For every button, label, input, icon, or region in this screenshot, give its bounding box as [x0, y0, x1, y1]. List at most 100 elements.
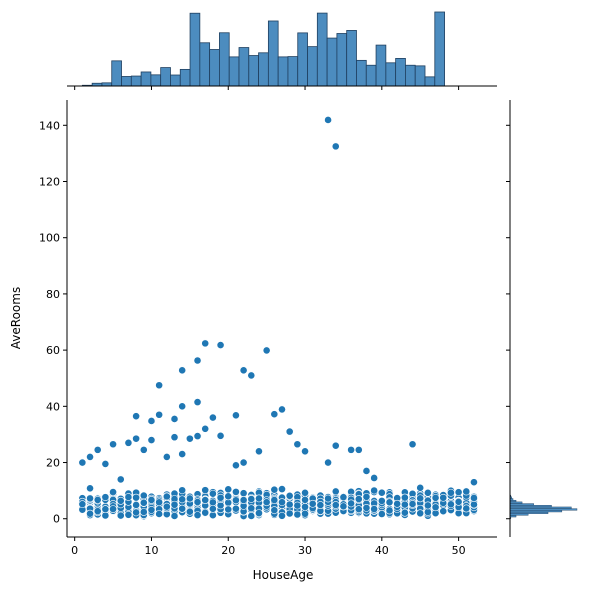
top-hist-bar: [258, 52, 269, 87]
scatter-point: [162, 502, 171, 511]
right-hist-bar: [509, 508, 578, 511]
scatter-point: [116, 511, 125, 520]
top-hist-bar: [267, 20, 279, 87]
main-scatter-panel: [78, 116, 478, 521]
scatter-point: [462, 504, 471, 513]
scatter-point: [278, 405, 286, 414]
scatter-point: [255, 509, 263, 518]
scatter-point: [447, 500, 455, 509]
scatter-point: [255, 494, 263, 503]
scatter-point: [116, 475, 125, 484]
top-hist-bar: [336, 33, 348, 87]
scatter-point: [377, 488, 386, 497]
scatter-point: [301, 488, 309, 497]
top-hist-bar: [405, 64, 416, 87]
scatter-point: [393, 499, 402, 508]
scatter-point: [247, 504, 256, 513]
y-tick-label: 20: [46, 457, 60, 470]
scatter-point: [162, 453, 171, 461]
scatter-point: [408, 440, 417, 449]
scatter-point: [293, 440, 302, 449]
scatter-point: [285, 427, 294, 436]
scatter-point: [262, 346, 271, 355]
scatter-point: [285, 500, 294, 509]
scatter-point: [101, 460, 110, 468]
scatter-point: [447, 488, 455, 497]
scatter-point: [193, 432, 202, 441]
scatter-point: [247, 512, 256, 520]
scatter-point: [178, 450, 187, 458]
scatter-point: [124, 493, 133, 501]
scatter-point: [301, 509, 309, 518]
scatter-point: [193, 498, 202, 506]
scatter-point: [93, 507, 102, 516]
scatter-point: [193, 356, 202, 365]
scatter-point: [362, 492, 371, 501]
right-hist-bar: [509, 513, 529, 516]
scatter-point: [178, 486, 187, 495]
scatter-point: [293, 510, 302, 519]
scatter-point: [155, 498, 164, 507]
scatter-point: [170, 500, 179, 509]
scatter-point: [201, 496, 210, 504]
top-hist-bar: [326, 37, 338, 87]
scatter-point: [208, 498, 217, 507]
scatter-point: [216, 341, 225, 349]
scatter-point: [109, 488, 117, 496]
right-hist-bar: [509, 499, 517, 503]
y-tick-label: 120: [39, 175, 60, 188]
scatter-point: [331, 142, 340, 151]
scatter-point: [208, 489, 217, 498]
right-hist-bar: [509, 505, 552, 508]
x-tick-label: 20: [221, 544, 235, 557]
top-hist-bar: [238, 47, 250, 87]
axes: 0 10 20 30 40 50 0 20 40 60 80 100 120 140: [39, 85, 511, 557]
scatter-point: [416, 483, 425, 492]
scatter-point: [162, 492, 171, 501]
top-hist-bar: [150, 74, 162, 87]
scatter-point: [139, 498, 148, 507]
scatter-point: [408, 500, 417, 508]
scatter-point: [78, 458, 87, 467]
scatter-point: [139, 508, 148, 516]
scatter-point: [116, 496, 125, 505]
right-hist-bar: [509, 501, 523, 504]
scatter-point: [301, 502, 309, 511]
x-tick-label: 10: [144, 544, 158, 557]
scatter-point: [124, 510, 133, 519]
scatter-point: [124, 438, 133, 447]
y-tick-label: 0: [53, 513, 60, 526]
top-hist-bar: [307, 46, 318, 87]
scatter-point: [454, 488, 463, 497]
scatter-point: [109, 440, 117, 449]
scatter-point: [270, 506, 279, 515]
scatter-point: [385, 498, 394, 507]
scatter-point: [170, 512, 179, 520]
scatter-point: [155, 510, 164, 518]
right-hist-bar: [509, 503, 534, 506]
x-tick-label: 30: [298, 544, 312, 557]
scatter-point: [201, 424, 210, 433]
scatter-point: [362, 503, 371, 512]
scatter-point: [423, 488, 432, 497]
scatter-point: [224, 505, 233, 514]
scatter-point: [439, 493, 448, 502]
scatter-point: [193, 398, 202, 407]
scatter-point: [232, 411, 240, 420]
scatter-point: [155, 410, 164, 419]
scatter-point: [178, 366, 187, 375]
scatter-point: [308, 499, 317, 508]
top-hist-bar: [356, 59, 367, 87]
scatter-point: [232, 461, 240, 470]
top-hist-bar: [179, 68, 191, 87]
scatter-point: [377, 510, 386, 518]
scatter-point: [439, 507, 448, 516]
scatter-point: [370, 486, 379, 495]
scatter-point: [147, 496, 156, 504]
scatter-point: [339, 493, 348, 502]
scatter-point: [285, 509, 294, 518]
scatter-point: [347, 445, 356, 454]
top-hist-bar: [424, 76, 436, 87]
top-hist-bar: [414, 65, 426, 87]
